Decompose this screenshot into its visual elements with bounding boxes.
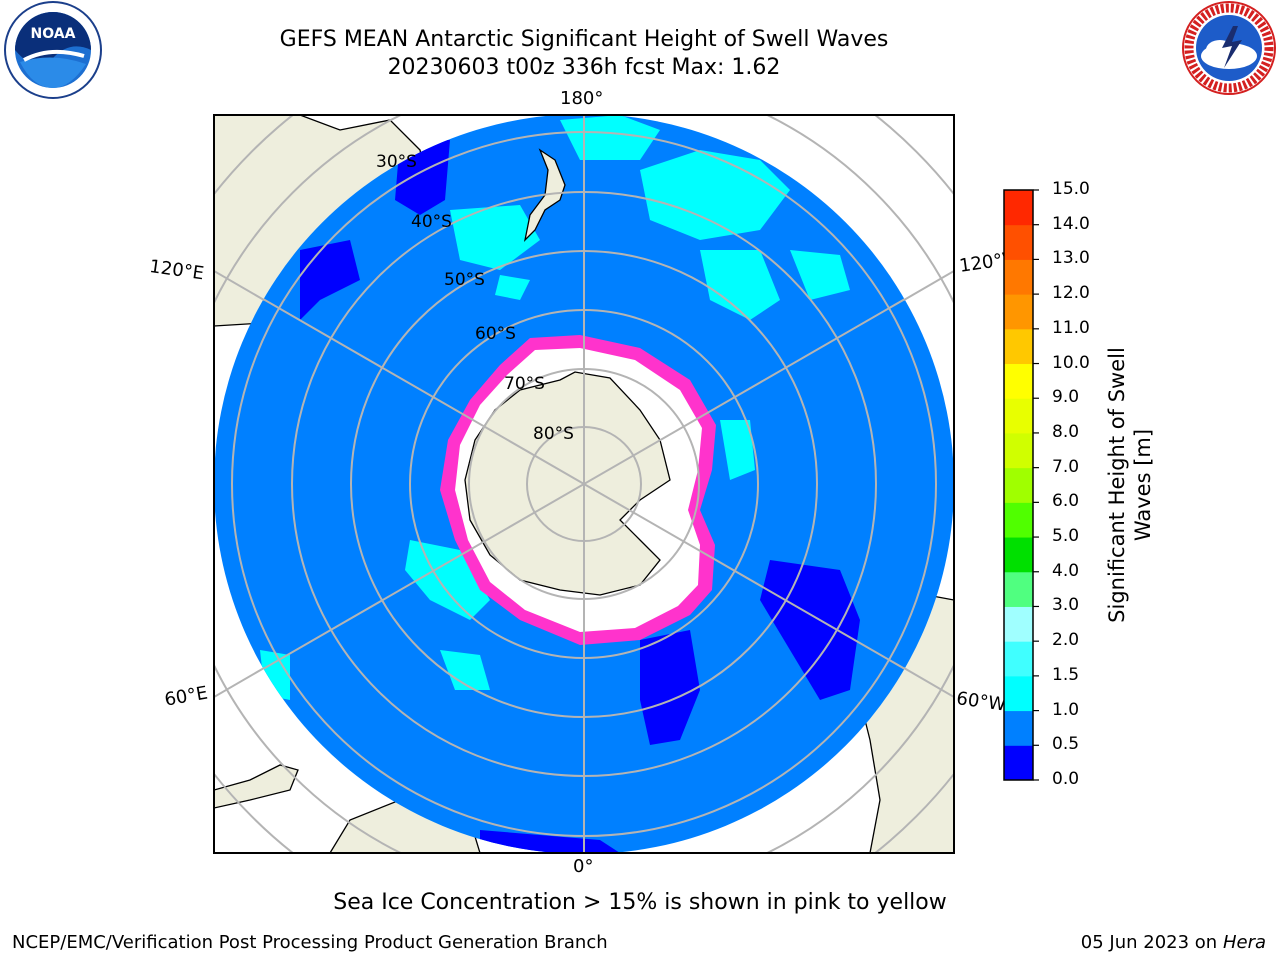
colorbar-frame — [1003, 189, 1034, 781]
noaa-logo-text: NOAA — [31, 26, 76, 42]
lon-label-0: 0° — [573, 856, 594, 877]
colorbar-tick-label: 10.0 — [1052, 352, 1090, 373]
colorbar-tick-label: 9.0 — [1052, 387, 1080, 408]
colorbar-tick-label: 1.5 — [1052, 664, 1080, 685]
low-swell-areas — [300, 140, 860, 853]
colorbar-segment — [1004, 606, 1033, 642]
chart-subtitle: 20230603 t00z 336h fcst Max: 1.62 — [387, 55, 781, 80]
colorbar-segment — [1004, 328, 1033, 365]
colorbar-tick-label: 14.0 — [1052, 213, 1090, 234]
lat-label-80s: 80°S — [533, 424, 574, 444]
colorbar-segment — [1004, 502, 1033, 538]
colorbar-segment — [1004, 571, 1033, 607]
colorbar-segment — [1004, 745, 1033, 781]
colorbar-segment — [1004, 224, 1033, 260]
colorbar-segment — [1004, 190, 1033, 226]
lat-label-60s: 60°S — [475, 324, 516, 344]
colorbar-tick-label: 2.0 — [1052, 630, 1080, 651]
colorbar-tick-label: 5.0 — [1052, 526, 1080, 547]
colorbar-tick-label: 12.0 — [1052, 283, 1090, 304]
colorbar-tick-label: 15.0 — [1052, 179, 1090, 199]
colorbar-segment — [1004, 467, 1033, 503]
colorbar-tick-label: 3.0 — [1052, 595, 1080, 616]
colorbar-segment — [1004, 259, 1033, 295]
colorbar-segment — [1004, 710, 1033, 746]
colorbar-tick-label: 13.0 — [1052, 248, 1090, 269]
colorbar-tick-label: 6.0 — [1052, 491, 1080, 512]
colorbar-segment — [1004, 537, 1033, 573]
colorbar-segment — [1004, 432, 1033, 469]
lon-label-180: 180° — [560, 88, 604, 109]
noaa-logo: NOAA — [4, 1, 102, 99]
colorbar-segment — [1004, 675, 1033, 712]
colorbar-tick-label: 11.0 — [1052, 317, 1090, 338]
colorbar-tick-label: 7.0 — [1052, 456, 1080, 477]
colorbar-tick-label: 8.0 — [1052, 421, 1080, 442]
colorbar-title-text: Significant Height of Swell Waves [m] — [1105, 347, 1155, 623]
footer-date: 05 Jun 2023 on Hera — [1081, 932, 1266, 953]
colorbar-segment — [1004, 363, 1033, 399]
colorbar-tick-label: 4.0 — [1052, 560, 1080, 581]
lat-label-70s: 70°S — [504, 374, 545, 394]
caption: Sea Ice Concentration > 15% is shown in … — [0, 890, 1280, 915]
footer-date-text: 05 Jun 2023 on — [1080, 932, 1218, 953]
footer-machine: Hera — [1222, 932, 1266, 953]
colorbar-tick-label: 1.0 — [1052, 699, 1080, 720]
caption-text: Sea Ice Concentration > 15% is shown in … — [333, 890, 947, 915]
colorbar-segment — [1004, 398, 1033, 434]
colorbar-segment — [1004, 641, 1033, 677]
colorbar-tick-label: 0.5 — [1052, 734, 1080, 755]
chart-title: GEFS MEAN Antarctic Significant Height o… — [279, 27, 889, 52]
colorbar-tick-label: 0.0 — [1052, 769, 1080, 789]
lat-label-30s: 30°S — [376, 152, 417, 172]
map-frame — [213, 114, 955, 854]
lat-label-40s: 40°S — [411, 212, 452, 232]
footer-credit: NCEP/EMC/Verification Post Processing Pr… — [12, 932, 608, 953]
lat-label-50s: 50°S — [444, 270, 485, 290]
colorbar-segment — [1004, 294, 1033, 330]
nws-logo — [1182, 1, 1276, 95]
graticule-outer — [214, 115, 954, 853]
